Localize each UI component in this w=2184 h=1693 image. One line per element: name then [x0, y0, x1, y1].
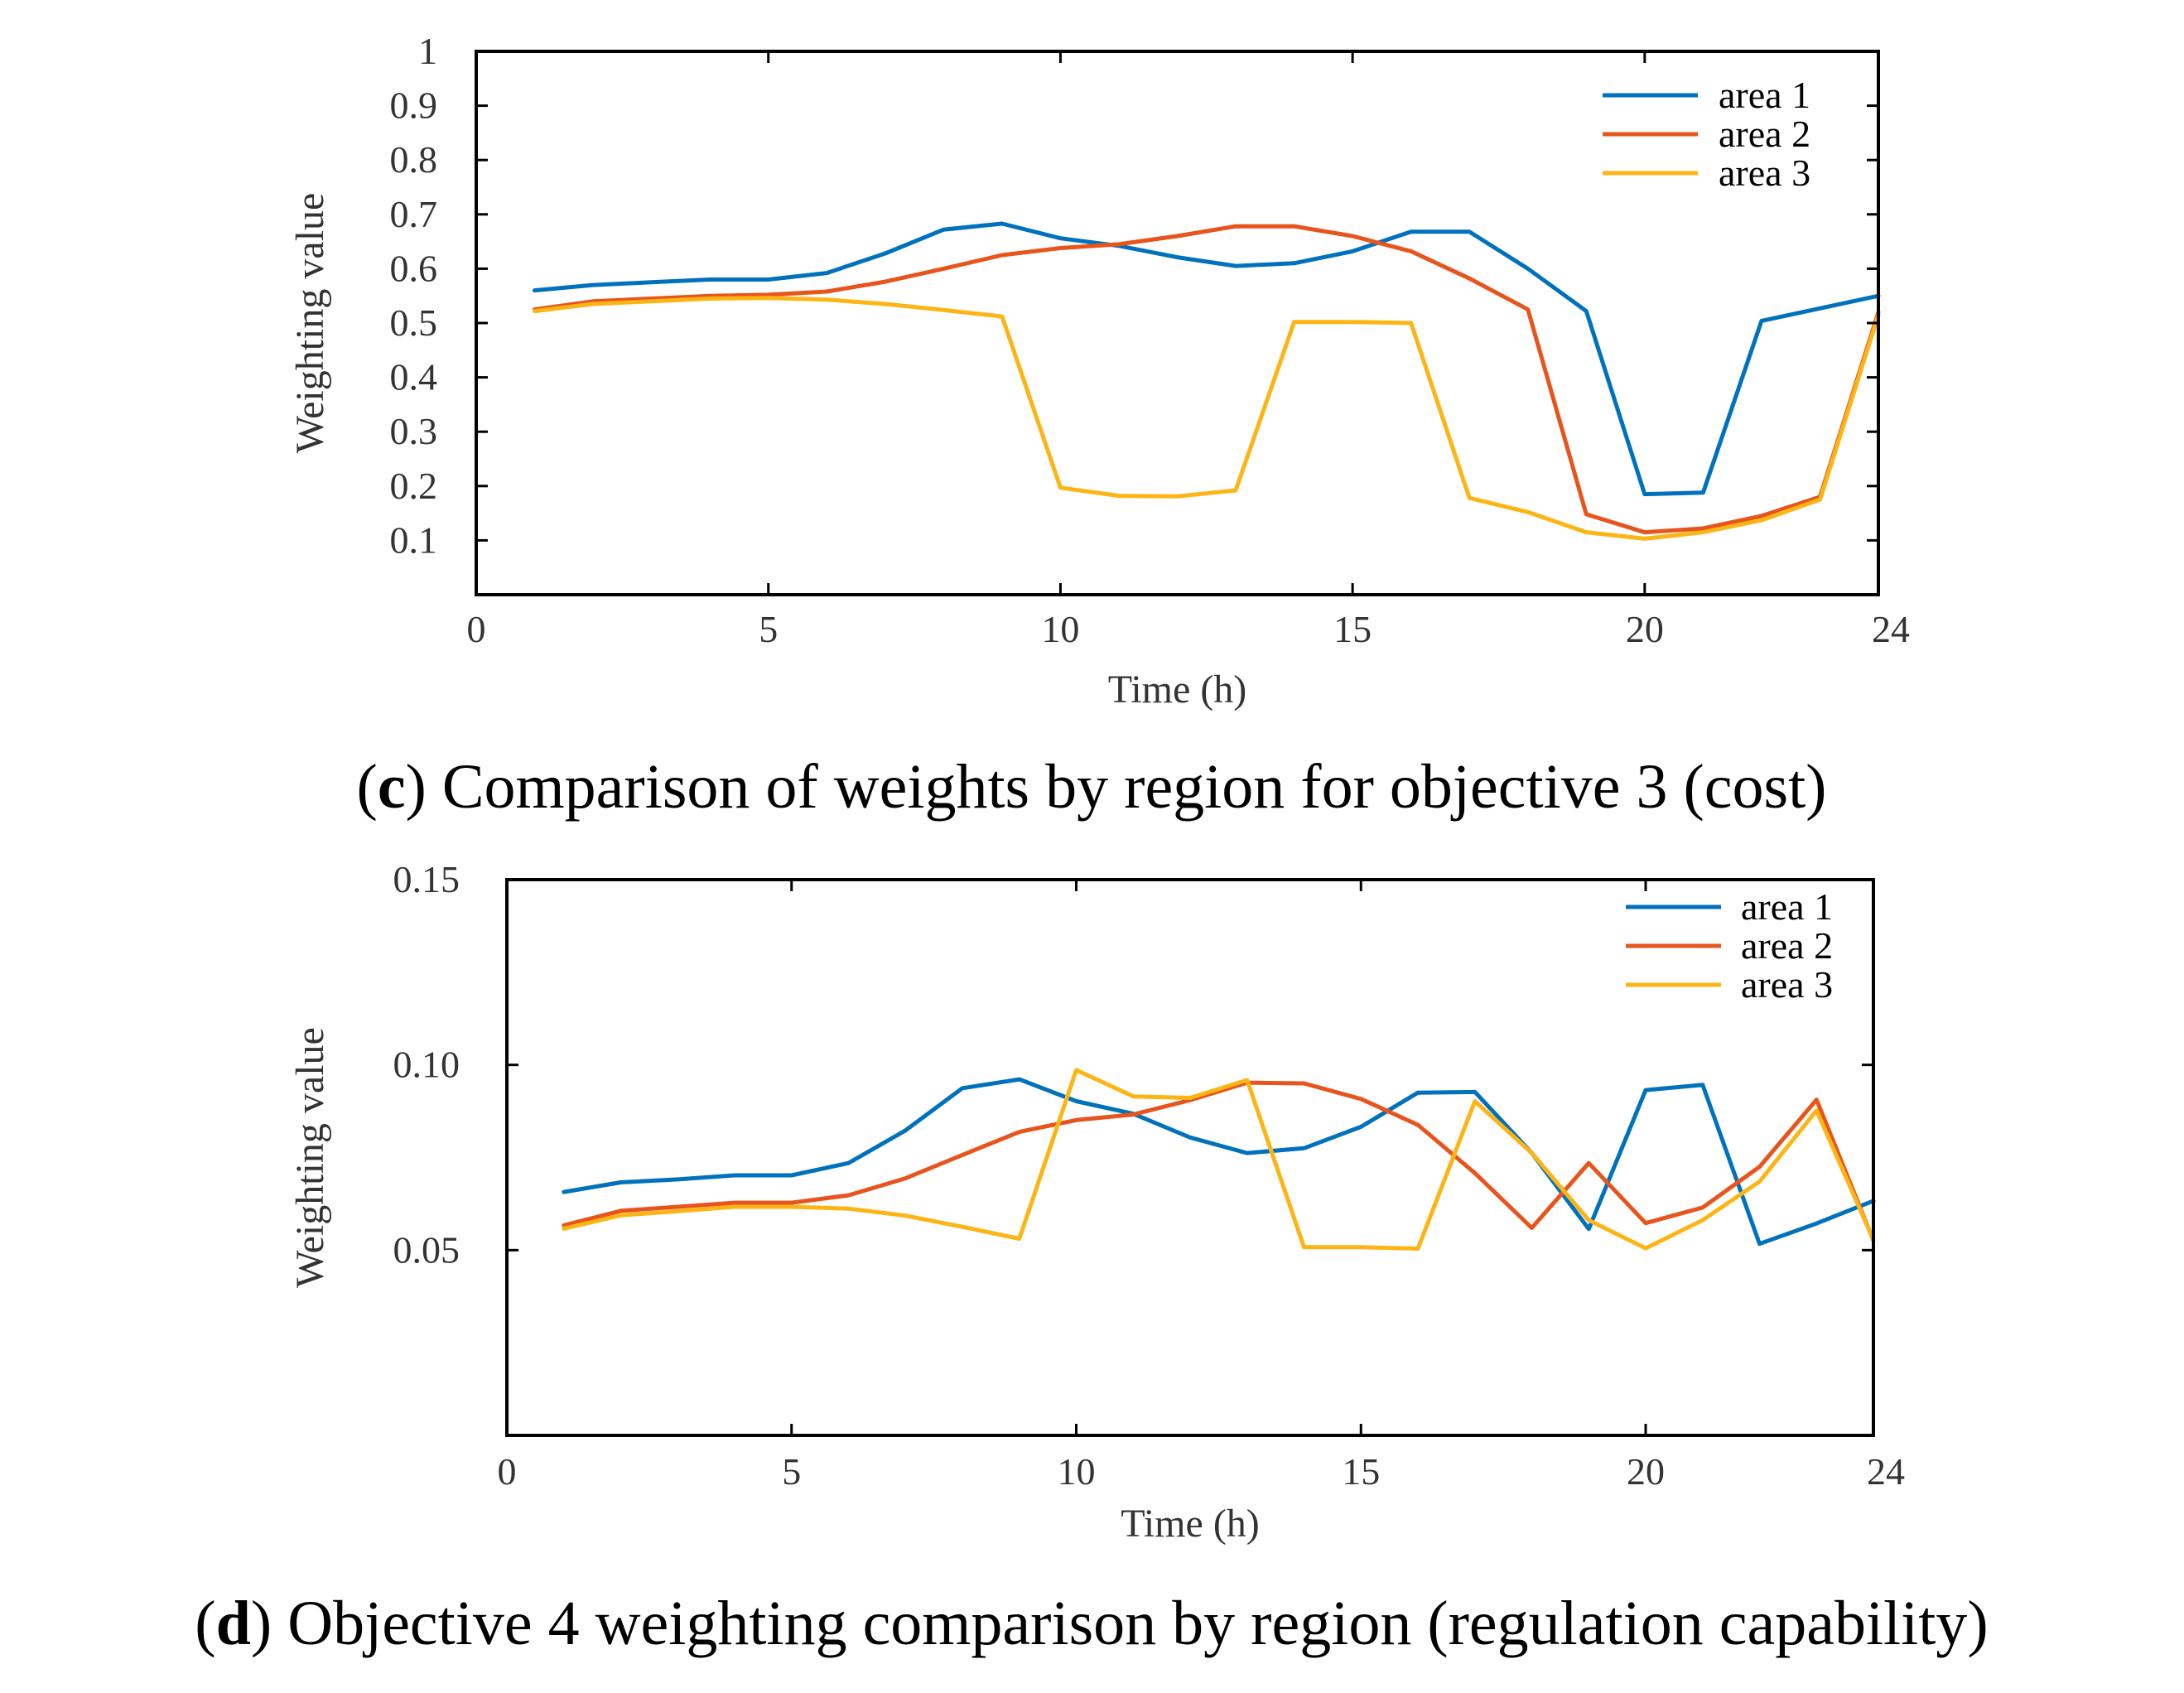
y-tick-label: 0.1: [390, 519, 438, 561]
y-tick-label: 0.7: [390, 193, 438, 235]
x-tick-label: 10: [1058, 1450, 1096, 1493]
series-line-area-1: [562, 1077, 1876, 1247]
chart-panel-d: 0.05 0.10 0.15 0 5 10 15 20 24 Time (h) Weighting …: [195, 858, 1988, 1658]
caption-close-paren: ): [251, 1589, 287, 1658]
x-axis-label: Time (h): [1108, 668, 1247, 711]
y-tick-label: 0.10: [393, 1044, 460, 1086]
series-group: [562, 1068, 1876, 1251]
x-tick-label: 0: [467, 608, 486, 650]
y-tick-label: 0.2: [390, 465, 438, 507]
x-tick-label: 15: [1333, 608, 1372, 650]
series-line-area-2: [562, 1080, 1876, 1243]
y-tick-label: 1: [418, 30, 437, 72]
series-group: [533, 221, 1881, 541]
x-tick-label: 24: [1872, 608, 1910, 650]
legend-label: area 3: [1741, 963, 1833, 1006]
x-tick-label: 20: [1627, 1450, 1665, 1493]
x-tick-label: 24: [1867, 1450, 1905, 1493]
y-tick-label: 0.4: [390, 356, 438, 398]
x-tick-label: 5: [759, 608, 778, 650]
plot-frame: [505, 878, 1875, 1437]
y-tick-label: 0.05: [393, 1228, 460, 1271]
legend-label: area 1: [1719, 74, 1810, 116]
caption-text: Objective 4 weighting comparison by regi…: [287, 1589, 1989, 1658]
y-tick-label: 0.8: [390, 138, 438, 181]
legend-label: area 3: [1719, 152, 1810, 194]
legend-label: area 2: [1719, 113, 1810, 155]
x-tick-label: 20: [1626, 608, 1664, 650]
series-line-area-3: [533, 296, 1881, 541]
legend-label: area 1: [1741, 885, 1833, 928]
caption-panel-letter: d: [216, 1589, 251, 1658]
x-tick-label: 10: [1041, 608, 1079, 650]
y-tick-label: 0.6: [390, 247, 438, 289]
y-tick-label: 0.9: [390, 84, 438, 127]
x-tick-label: 5: [782, 1450, 801, 1493]
caption-open-paren: (: [195, 1589, 215, 1658]
x-tick-label: 15: [1342, 1450, 1380, 1493]
y-axis-label: Weighting value: [288, 1027, 332, 1288]
caption-close-paren: ): [406, 752, 442, 822]
series-line-area-3: [562, 1068, 1876, 1251]
caption-text: Comparison of weights by region for obje…: [442, 752, 1827, 822]
chart-panel-c: 0.10.20.30.40.50.60.70.80.910 5 10 15 20 24Ti…: [288, 30, 1910, 822]
x-axis-label: Time (h): [1121, 1502, 1260, 1546]
legend-label: area 2: [1741, 924, 1833, 967]
series-line-area-1: [533, 221, 1881, 497]
y-tick-label: 0.3: [390, 410, 438, 452]
y-axis-label: Weighting value: [288, 193, 332, 454]
caption-panel-letter: c: [378, 752, 406, 822]
series-line-area-2: [533, 224, 1881, 535]
figure-caption: (d) Objective 4 weighting comparison by …: [195, 1589, 1988, 1658]
x-tick-label: 0: [498, 1450, 517, 1493]
y-tick-label: 0.15: [393, 858, 460, 900]
caption-open-paren: (: [357, 752, 378, 822]
y-tick-label: 0.5: [390, 301, 438, 344]
figure-caption: (c) Comparison of weights by region for …: [357, 752, 1827, 822]
